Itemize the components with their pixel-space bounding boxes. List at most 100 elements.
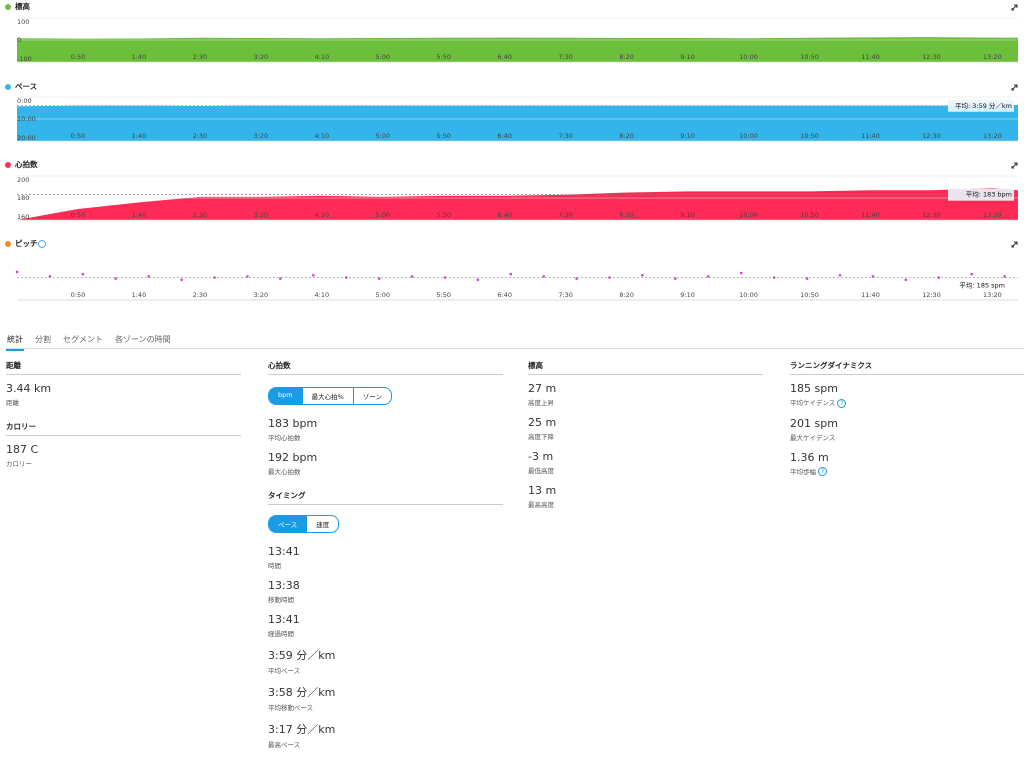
y-tick-label: 100 — [17, 18, 29, 26]
stat-label-row: 最大ケイデンス — [790, 432, 1024, 442]
toggle: bpm 最大心拍% ゾーン — [268, 387, 392, 405]
x-tick-label: 13:20 — [983, 211, 1002, 219]
x-tick-label: 3:20 — [254, 53, 269, 61]
stat-value: 192 bpm — [268, 451, 318, 464]
stats-section: ランニングダイナミクス 185 spm 平均ケイデンス? 201 spm 最大ケイデンス… — [790, 360, 1024, 476]
point — [476, 278, 480, 282]
point — [871, 275, 875, 278]
stat-value: 13:41 — [268, 545, 300, 558]
section-title: タイミング — [268, 490, 503, 505]
stats-section: 心拍数 bpm 最大心拍% ゾーン 183 bpm 平均心拍数 192 bpm 最大心拍数 — [268, 360, 503, 476]
x-tick-label: 9:10 — [680, 53, 695, 61]
y-tick-label: -100 — [17, 55, 32, 63]
x-tick-label: 13:20 — [983, 53, 1002, 61]
stat-item: 187 C カロリー — [6, 443, 241, 468]
tabs: 統計 分割 セグメント 各ゾーンの時間 — [6, 332, 1024, 351]
stat-item: 3:58 分／km 平均移動ペース — [268, 684, 503, 712]
stat-label-row: 高度下降 — [528, 431, 763, 441]
stat-label: カロリー — [6, 460, 32, 468]
title-dot — [5, 84, 11, 90]
toggle-option[interactable]: bpm — [269, 388, 302, 404]
x-tick-label: 0:50 — [71, 132, 86, 140]
expand-icon — [1011, 84, 1018, 91]
stat-label: 平均心拍数 — [268, 434, 301, 442]
average-label-bg — [948, 188, 1014, 201]
point — [443, 276, 447, 279]
stat-item: 13:41 経過時間 — [268, 613, 503, 638]
point — [147, 275, 150, 278]
x-tick-label: 4:10 — [315, 211, 330, 219]
x-tick-label: 0:50 — [71, 53, 86, 61]
help-icon[interactable]: ? — [818, 467, 827, 476]
toggle-option[interactable]: ペース — [269, 516, 307, 532]
stat-value: 25 m — [528, 416, 557, 429]
x-tick-label: 10:00 — [739, 211, 758, 219]
point — [410, 275, 414, 278]
x-tick-label: 2:30 — [193, 211, 208, 219]
point — [707, 275, 710, 278]
page: 標高 100 0 -100 0:50 1:40 2:30 3:20 4:10 5:00 5:50 6:… — [5, 1, 1024, 749]
stat-label: 最大ケイデンス — [790, 433, 836, 442]
x-tick-label: 7:30 — [558, 211, 573, 219]
stat-label-row: 最大心拍数 — [268, 466, 503, 476]
stat-value: 3:58 分／km — [268, 686, 336, 699]
stat-label: 平均ペース — [268, 667, 301, 675]
point — [48, 275, 52, 278]
point — [970, 272, 973, 276]
point — [180, 278, 183, 282]
stat-item: 3:59 分／km 平均ペース — [268, 647, 503, 675]
x-tick-label: 13:20 — [983, 132, 1002, 140]
stats-section: 距離 3.44 km 距離 — [6, 360, 241, 407]
stat-label: 高度上昇 — [528, 399, 554, 407]
section-title: ランニングダイナミクス — [790, 360, 1024, 375]
x-tick-label: 9:10 — [680, 291, 695, 299]
x-tick-label: 1:40 — [132, 53, 147, 61]
stats-column: 心拍数 bpm 最大心拍% ゾーン 183 bpm 平均心拍数 192 bpm 最大心拍数 タイ… — [268, 360, 503, 763]
x-tick-label: 6:40 — [497, 291, 512, 299]
help-icon[interactable]: ? — [837, 398, 847, 408]
stat-label-row: 高度上昇 — [528, 397, 763, 407]
stats-column: 距離 3.44 km 距離カロリー 187 C カロリー — [6, 360, 241, 482]
stat-label-row: 平均ペース — [268, 665, 503, 675]
tab[interactable]: 分割 — [35, 335, 51, 344]
point — [81, 272, 85, 276]
x-tick-label: 5:50 — [436, 291, 451, 299]
stat-label: 平均歩幅 — [790, 467, 816, 476]
x-tick-label: 7:30 — [558, 291, 573, 299]
expand-icon — [1011, 4, 1018, 11]
stat-label-row: 経過時間 — [268, 628, 503, 638]
toggle-option[interactable]: 速度 — [306, 516, 338, 532]
x-tick-label: 2:30 — [193, 291, 208, 299]
point — [377, 277, 381, 280]
average-label: 平均: 183 bpm — [966, 190, 1012, 199]
stat-label: 時間 — [268, 562, 281, 570]
tab[interactable]: セグメント — [63, 335, 103, 344]
x-tick-label: 10:50 — [800, 132, 819, 140]
section-title: 標高 — [528, 360, 763, 375]
stat-label: 距離 — [6, 399, 19, 407]
point — [542, 275, 546, 278]
chart-title: ピッチ — [15, 238, 38, 248]
point — [15, 270, 19, 274]
tab[interactable]: 各ゾーンの時間 — [115, 335, 171, 344]
point — [246, 275, 249, 278]
toggle-option[interactable]: ゾーン — [352, 388, 391, 404]
stat-label-row: 距離 — [6, 397, 241, 407]
tab[interactable]: 統計 — [6, 332, 24, 351]
toggle-option[interactable]: 最大心拍% — [301, 388, 353, 404]
x-tick-label: 5:50 — [436, 132, 451, 140]
stat-item: 13:41 時間 — [268, 545, 503, 570]
title-dot — [5, 4, 11, 10]
x-tick-label: 10:50 — [800, 291, 819, 299]
x-tick-label: 4:10 — [315, 291, 330, 299]
point — [279, 277, 282, 280]
x-tick-label: 6:40 — [497, 53, 512, 61]
point — [838, 273, 842, 277]
x-tick-label: 5:50 — [436, 53, 451, 61]
x-tick-label: 2:30 — [193, 53, 208, 61]
x-tick-label: 6:40 — [497, 132, 512, 140]
toggle: ペース 速度 — [268, 515, 340, 533]
x-tick-label: 4:10 — [315, 132, 330, 140]
title-dot — [5, 241, 11, 247]
x-tick-label: 5:50 — [436, 211, 451, 219]
